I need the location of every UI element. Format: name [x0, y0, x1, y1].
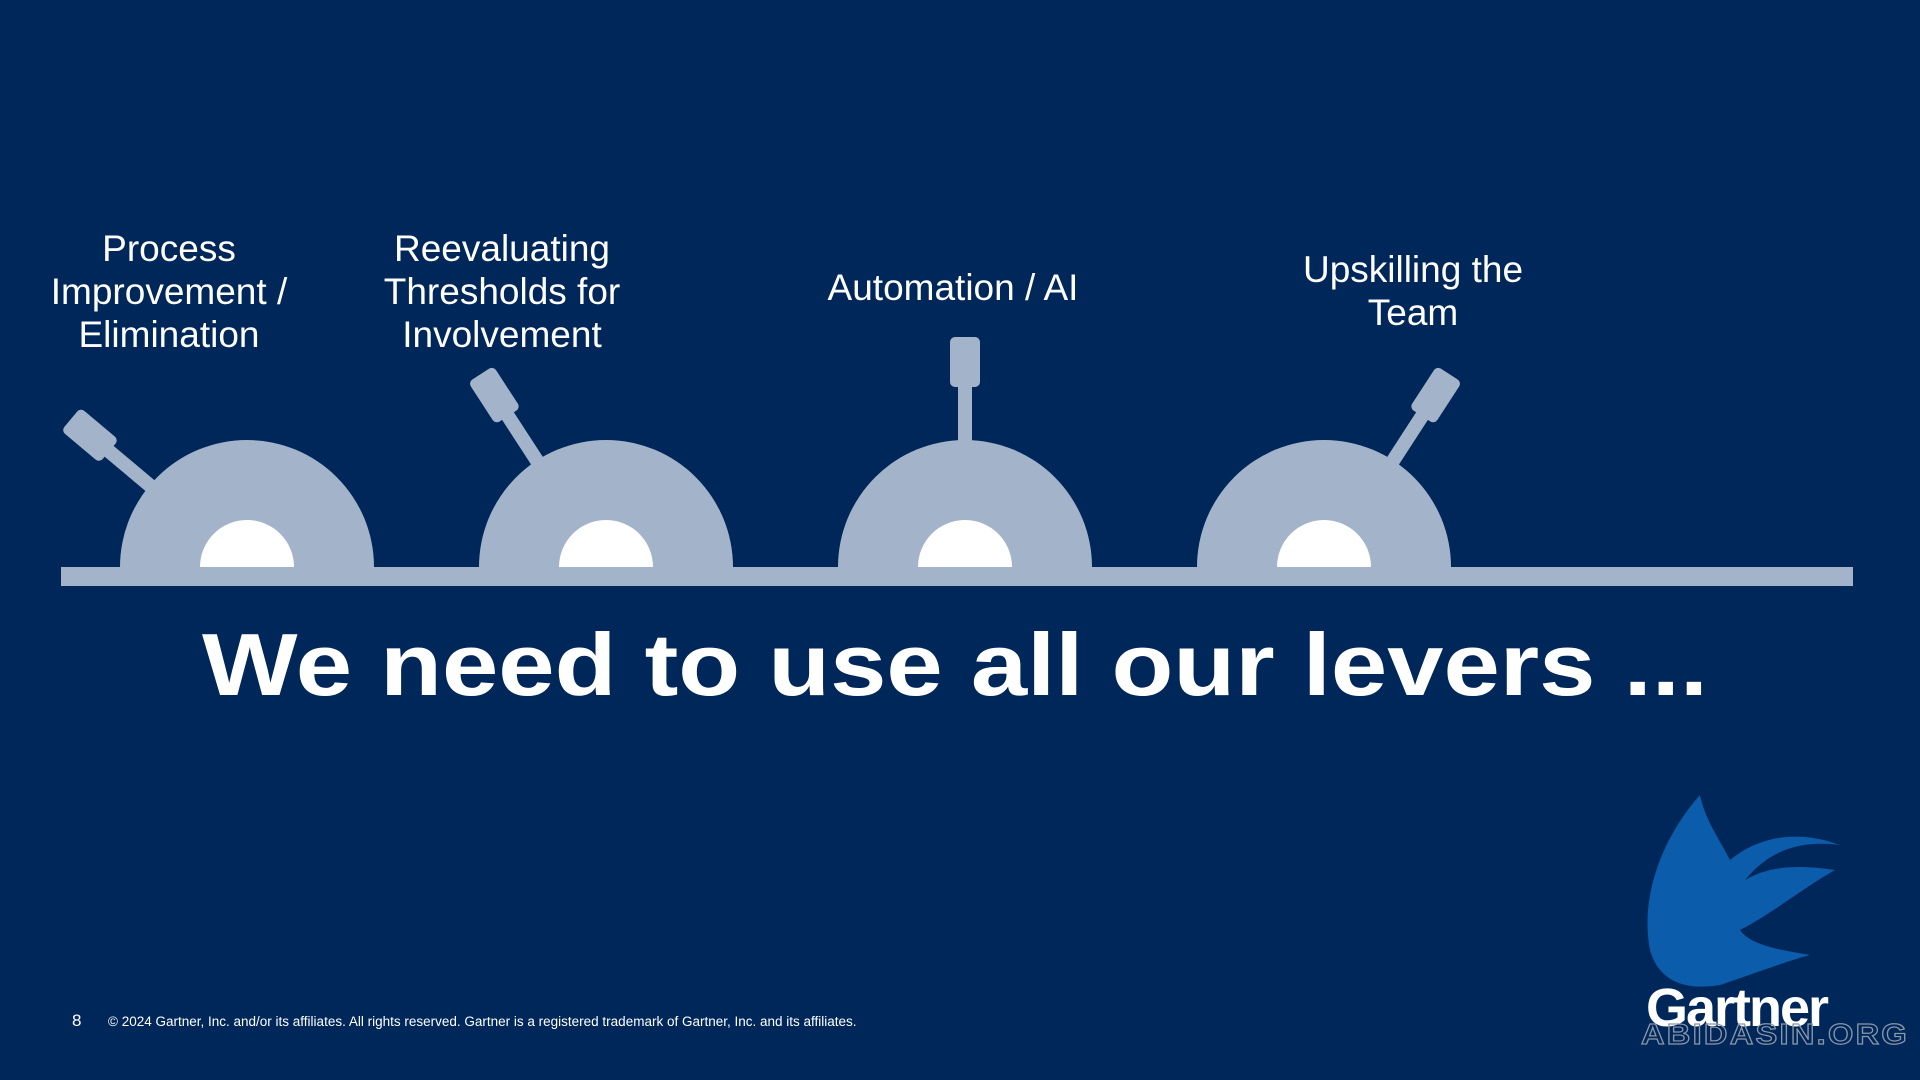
lever-dome	[479, 440, 733, 567]
lever-handle	[63, 409, 117, 461]
lever-label: Thresholds for	[384, 271, 621, 312]
lever-dome	[1197, 440, 1451, 567]
lever	[838, 337, 1092, 567]
watermark: ABIDASIN.ORG	[1641, 1019, 1909, 1051]
lever-hub	[918, 520, 1012, 567]
copyright: © 2024 Gartner, Inc. and/or its affiliat…	[108, 1014, 857, 1029]
lever	[63, 409, 374, 567]
lever-base	[61, 567, 1853, 586]
logo: Gartner	[1646, 978, 1829, 1038]
lever-dome	[120, 440, 374, 567]
levers	[63, 337, 1460, 567]
lever-label: Reevaluating	[394, 228, 610, 269]
lever-handle	[1411, 367, 1460, 423]
lever-label: Process	[102, 228, 236, 269]
lever-label: Elimination	[79, 314, 260, 355]
lever-hub	[200, 520, 294, 567]
lever-handle	[950, 337, 980, 387]
lever-dome	[838, 440, 1092, 567]
headline: We need to use all our levers ...	[202, 615, 1708, 714]
lever	[1197, 367, 1460, 567]
lever-handle	[470, 367, 519, 423]
lever	[470, 367, 733, 567]
lever-label: Upskilling the	[1303, 249, 1523, 290]
lever-hub	[559, 520, 653, 567]
lever-label: Automation / AI	[828, 267, 1079, 308]
lever-hub	[1277, 520, 1371, 567]
lever-label: Involvement	[402, 314, 602, 355]
logo-bird	[1647, 795, 1840, 987]
lever-label: Team	[1368, 292, 1458, 333]
page-number: 8	[72, 1011, 81, 1030]
lever-label: Improvement /	[51, 271, 288, 312]
